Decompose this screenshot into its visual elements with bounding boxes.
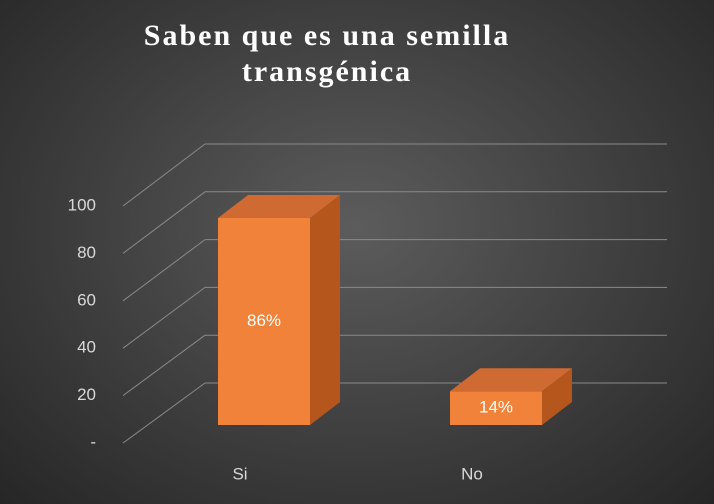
- grid-line: [122, 286, 206, 349]
- y-tick-label: 20: [77, 385, 96, 404]
- bar-top: [450, 368, 572, 392]
- data-label: 14%: [479, 398, 513, 417]
- grid-line: [122, 334, 206, 397]
- x-tick-label: No: [461, 464, 483, 483]
- bar: [218, 218, 310, 425]
- chart-title: Saben que es una semilla transgénica: [143, 19, 511, 88]
- grid-line: [122, 191, 206, 254]
- y-tick-label: 100: [68, 195, 96, 214]
- grid-line: [122, 382, 206, 444]
- grid-line: [122, 143, 206, 207]
- y-tick-label: 60: [77, 290, 96, 309]
- y-tick-label: 80: [77, 243, 96, 262]
- bar: [450, 391, 542, 425]
- grid-line: [122, 239, 206, 302]
- y-tick-label: -: [90, 432, 96, 451]
- bar-side: [310, 195, 340, 425]
- bar-top: [218, 195, 340, 218]
- y-tick-label: 40: [77, 338, 96, 357]
- data-label: 86%: [247, 311, 281, 330]
- x-tick-label: Si: [232, 464, 247, 483]
- bar-side: [542, 368, 572, 425]
